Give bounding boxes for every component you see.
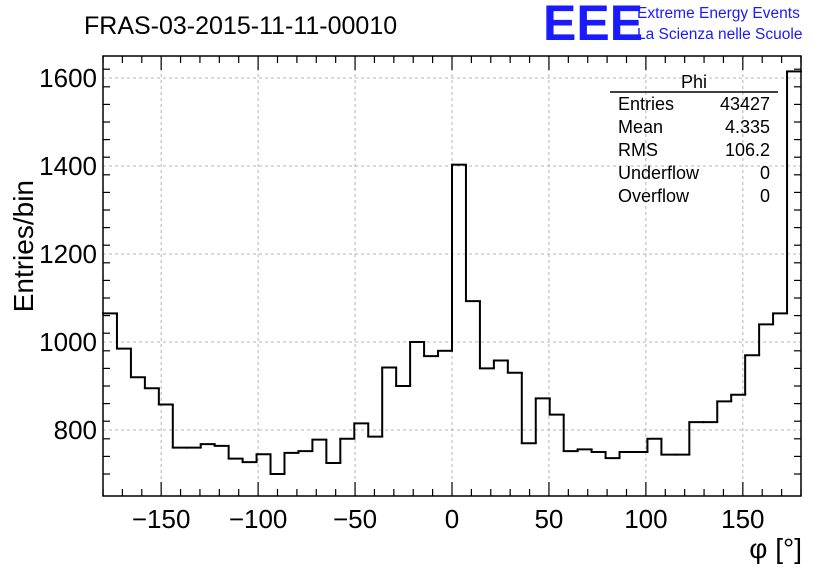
y-tick-label: 1400 bbox=[39, 151, 97, 181]
eee-logo: EEE Extreme Energy Events La Scienza nel… bbox=[543, 0, 802, 51]
stats-label-rms: RMS bbox=[618, 140, 658, 160]
y-tick-label: 1200 bbox=[39, 239, 97, 269]
logo-mark: EEE bbox=[543, 0, 643, 51]
x-tick-label: −50 bbox=[333, 504, 377, 534]
stats-value-mean: 4.335 bbox=[725, 117, 770, 137]
stats-label-overflow: Overflow bbox=[618, 186, 690, 206]
stats-label-mean: Mean bbox=[618, 117, 663, 137]
x-tick-label: 0 bbox=[445, 504, 459, 534]
stats-title: Phi bbox=[681, 72, 707, 92]
axis-ticks bbox=[102, 56, 802, 496]
plot-frame bbox=[102, 55, 802, 497]
y-axis-title: Entries/bin bbox=[8, 180, 39, 312]
stats-value-rms: 106.2 bbox=[725, 140, 770, 160]
x-axis-title: φ [°] bbox=[749, 533, 802, 564]
x-tick-label: 100 bbox=[624, 504, 667, 534]
y-tick-label: 1600 bbox=[39, 63, 97, 93]
stats-label-entries: Entries bbox=[618, 94, 674, 114]
x-tick-label: 150 bbox=[721, 504, 764, 534]
x-tick-label: 50 bbox=[534, 504, 563, 534]
logo-line-2: La Scienza nelle Scuole bbox=[637, 26, 802, 43]
x-tick-label: −150 bbox=[132, 504, 191, 534]
x-tick-label: −100 bbox=[229, 504, 288, 534]
logo-line-1: Extreme Energy Events bbox=[637, 5, 800, 22]
histogram-bars bbox=[102, 70, 802, 475]
stats-label-underflow: Underflow bbox=[618, 163, 700, 183]
y-tick-label: 800 bbox=[54, 415, 97, 445]
stats-box: Phi Entries 43427 Mean 4.335 RMS 106.2 U… bbox=[610, 72, 778, 206]
chart-title: FRAS-03-2015-11-11-00010 bbox=[84, 12, 397, 40]
tick-labels: −150 −100 −50 0 50 100 150 800 1000 1200 1400 1600 bbox=[39, 63, 764, 534]
stats-value-overflow: 0 bbox=[760, 186, 770, 206]
stats-value-underflow: 0 bbox=[760, 163, 770, 183]
y-tick-label: 1000 bbox=[39, 327, 97, 357]
stats-value-entries: 43427 bbox=[720, 94, 770, 114]
